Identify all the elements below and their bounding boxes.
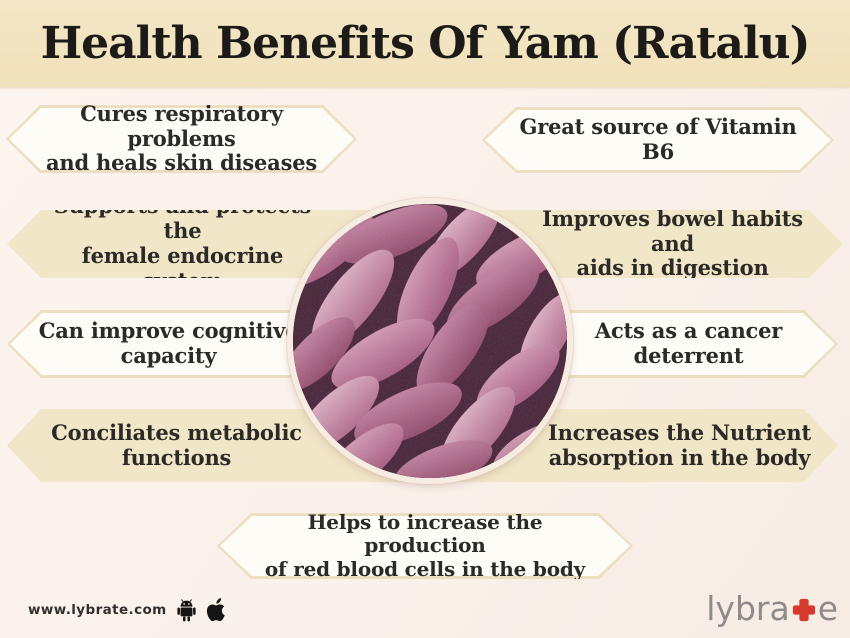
footer-left: www.lybrate.com	[28, 594, 226, 626]
benefit-line: aids in digestion	[576, 255, 769, 281]
benefit-line: and heals skin diseases	[45, 150, 317, 176]
page-title: Health Benefits Of Yam (Ratalu)	[40, 18, 811, 69]
benefit-text-cancer: Acts as a cancer deterrent	[551, 310, 826, 378]
benefit-line: Improves bowel habits and	[542, 205, 803, 256]
benefit-text-endocrine: Supports and protects the female endocri…	[45, 210, 320, 278]
benefit-banner-respiratory: Cures respiratory problems and heals ski…	[6, 105, 357, 173]
benefit-line: Conciliates metabolic	[51, 419, 302, 445]
banner-fill	[485, 110, 831, 170]
benefit-line: Increases the Nutrient	[547, 419, 811, 445]
brand-text-post: e	[817, 588, 838, 628]
benefit-banner-red-blood-cells: Helps to increase the production of red …	[217, 513, 633, 579]
benefit-line: Acts as a cancer	[594, 318, 783, 344]
lybrate-logo: lybra e	[706, 586, 838, 630]
banner-fill	[220, 516, 630, 576]
benefit-line: absorption in the body	[548, 444, 811, 470]
medical-plus-icon	[792, 598, 815, 622]
brand-text-pre: lybra	[706, 588, 790, 628]
apple-icon	[206, 598, 225, 622]
benefit-text: Helps to increase the production of red …	[251, 513, 599, 579]
benefit-text-bowel: Improves bowel habits and aids in digest…	[535, 210, 810, 278]
benefit-line: Cures respiratory problems	[80, 100, 283, 151]
benefit-text-metabolic: Conciliates metabolic functions	[39, 409, 314, 482]
benefit-text-nutrient: Increases the Nutrient absorption in the…	[542, 409, 817, 482]
benefit-line: Can improve cognitive	[38, 318, 299, 344]
website-url: www.lybrate.com	[28, 602, 167, 618]
benefit-text: Great source of Vitamin B6	[516, 107, 800, 173]
benefit-line: capacity	[120, 343, 217, 368]
benefit-line: female endocrine system	[81, 243, 284, 293]
benefit-text: Cures respiratory problems and heals ski…	[40, 105, 323, 173]
benefit-line: deterrent	[633, 343, 744, 368]
benefit-line: functions	[121, 444, 232, 470]
title-banner: Health Benefits Of Yam (Ratalu)	[0, 0, 850, 87]
yam-photo-circle	[287, 198, 573, 484]
benefit-line: of red blood cells in the body	[264, 556, 586, 581]
banner-fill	[9, 108, 354, 170]
purple-yams-image	[293, 204, 567, 478]
benefit-banner-vitamin-b6: Great source of Vitamin B6	[482, 107, 834, 173]
benefit-line: Helps to increase the production	[307, 509, 543, 558]
benefit-line: Great source of Vitamin B6	[519, 114, 797, 164]
benefit-line: Supports and protects the	[53, 193, 312, 244]
benefit-text-cognitive: Can improve cognitive capacity	[31, 310, 306, 378]
android-icon	[177, 599, 196, 622]
